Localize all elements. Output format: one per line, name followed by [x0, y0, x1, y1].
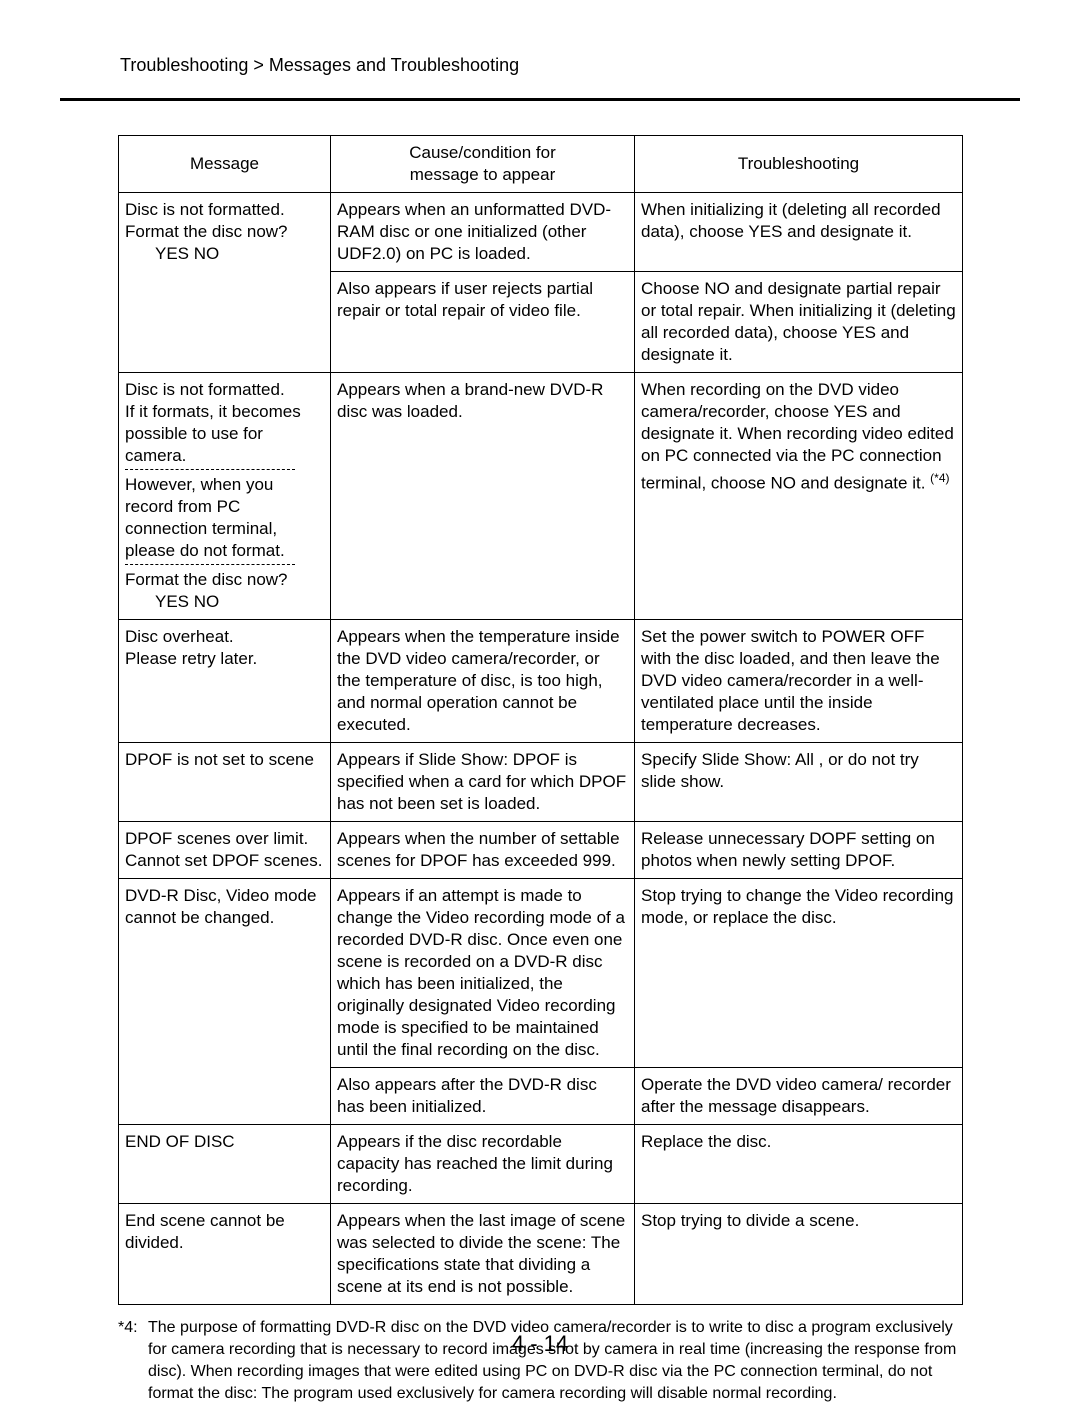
table-row: Disc overheat. Please retry later. Appea… — [119, 620, 963, 743]
cell-cause: Appears if Slide Show: DPOF is specified… — [331, 743, 635, 822]
cell-trouble: When recording on the DVD video camera/r… — [635, 373, 963, 620]
table-row: DPOF scenes over limit. Cannot set DPOF … — [119, 822, 963, 879]
msg-line: Format the disc now? — [125, 221, 324, 243]
cell-cause: Appears when the temperature inside the … — [331, 620, 635, 743]
breadcrumb: Troubleshooting > Messages and Troublesh… — [120, 55, 1020, 76]
cell-trouble: Specify Slide Show: All , or do not try … — [635, 743, 963, 822]
page-number: 4 - 14 — [0, 1331, 1080, 1357]
msg-line: Please retry later. — [125, 648, 324, 670]
col-header-trouble: Troubleshooting — [635, 136, 963, 193]
cell-cause: Appears when an unformatted DVD-RAM disc… — [331, 193, 635, 272]
msg-line: DVD-R Disc, Video mode — [125, 885, 324, 907]
table-header-row: Message Cause/condition for message to a… — [119, 136, 963, 193]
header-rule — [60, 98, 1020, 101]
msg-yes-no: YES NO — [125, 591, 324, 613]
cell-trouble: Replace the disc. — [635, 1125, 963, 1204]
cell-message: END OF DISC — [119, 1125, 331, 1204]
cell-cause: Appears when the last image of scene was… — [331, 1204, 635, 1305]
dashed-separator — [125, 469, 295, 470]
cell-message: Disc is not formatted. Format the disc n… — [119, 193, 331, 373]
msg-yes-no: YES NO — [125, 243, 324, 265]
dashed-separator — [125, 564, 295, 565]
footnote-ref: (*4) — [930, 471, 949, 485]
cell-message: Disc is not formatted. If it formats, it… — [119, 373, 331, 620]
msg-line: If it formats, it becomes — [125, 401, 324, 423]
msg-line: Disc is not formatted. — [125, 199, 324, 221]
msg-line: However, when you record from PC connect… — [125, 474, 324, 562]
cell-cause: Appears when a brand-new DVD-R disc was … — [331, 373, 635, 620]
table-row: END OF DISC Appears if the disc recordab… — [119, 1125, 963, 1204]
cell-message: End scene cannot be divided. — [119, 1204, 331, 1305]
cell-trouble: Stop trying to change the Video recordin… — [635, 879, 963, 1068]
msg-line: Disc is not formatted. — [125, 379, 324, 401]
cell-cause: Also appears after the DVD-R disc has be… — [331, 1068, 635, 1125]
col-header-cause-l1: Cause/condition for — [337, 142, 628, 164]
cell-cause: Appears if the disc recordable capacity … — [331, 1125, 635, 1204]
table-wrap: Message Cause/condition for message to a… — [118, 135, 1020, 1305]
table-row: DVD-R Disc, Video mode cannot be changed… — [119, 879, 963, 1068]
cell-trouble: When initializing it (deleting all recor… — [635, 193, 963, 272]
msg-line: Cannot set DPOF scenes. — [125, 850, 324, 872]
msg-line: possible to use for camera. — [125, 423, 324, 467]
table-row: Disc is not formatted. Format the disc n… — [119, 193, 963, 272]
msg-line: cannot be changed. — [125, 907, 324, 929]
cell-message: Disc overheat. Please retry later. — [119, 620, 331, 743]
cell-trouble: Stop trying to divide a scene. — [635, 1204, 963, 1305]
cell-message: DPOF is not set to scene — [119, 743, 331, 822]
cell-trouble: Operate the DVD video camera/ recorder a… — [635, 1068, 963, 1125]
col-header-cause: Cause/condition for message to appear — [331, 136, 635, 193]
cell-trouble: Choose NO and designate partial repair o… — [635, 272, 963, 373]
cell-message: DPOF scenes over limit. Cannot set DPOF … — [119, 822, 331, 879]
cell-cause: Appears when the number of settable scen… — [331, 822, 635, 879]
table-row: Disc is not formatted. If it formats, it… — [119, 373, 963, 620]
msg-line: Disc overheat. — [125, 626, 324, 648]
table-row: End scene cannot be divided. Appears whe… — [119, 1204, 963, 1305]
troubleshooting-table: Message Cause/condition for message to a… — [118, 135, 963, 1305]
cell-trouble: Release unnecessary DOPF setting on phot… — [635, 822, 963, 879]
page: Troubleshooting > Messages and Troublesh… — [0, 0, 1080, 1397]
col-header-cause-l2: message to appear — [337, 164, 628, 186]
msg-line: Format the disc now? — [125, 569, 324, 591]
cell-trouble: Set the power switch to POWER OFF with t… — [635, 620, 963, 743]
cell-cause: Appears if an attempt is made to change … — [331, 879, 635, 1068]
col-header-message: Message — [119, 136, 331, 193]
msg-line: DPOF scenes over limit. — [125, 828, 324, 850]
table-row: DPOF is not set to scene Appears if Slid… — [119, 743, 963, 822]
trouble-text: When recording on the DVD video camera/r… — [641, 380, 954, 493]
cell-message: DVD-R Disc, Video mode cannot be changed… — [119, 879, 331, 1125]
cell-cause: Also appears if user rejects partial rep… — [331, 272, 635, 373]
